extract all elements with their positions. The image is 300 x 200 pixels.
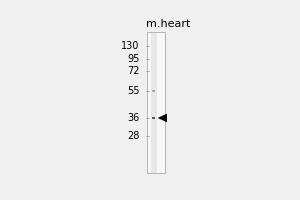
Text: 55: 55: [127, 86, 140, 96]
Bar: [152, 90, 155, 92]
Text: m.heart: m.heart: [146, 19, 190, 29]
Text: 36: 36: [128, 113, 140, 123]
Text: 95: 95: [128, 54, 140, 64]
Bar: [152, 117, 155, 119]
Text: 130: 130: [122, 41, 140, 51]
Polygon shape: [158, 114, 167, 122]
Bar: [151, 33, 157, 173]
Text: 28: 28: [128, 131, 140, 141]
Bar: [147, 32, 165, 173]
Text: 72: 72: [127, 66, 140, 76]
